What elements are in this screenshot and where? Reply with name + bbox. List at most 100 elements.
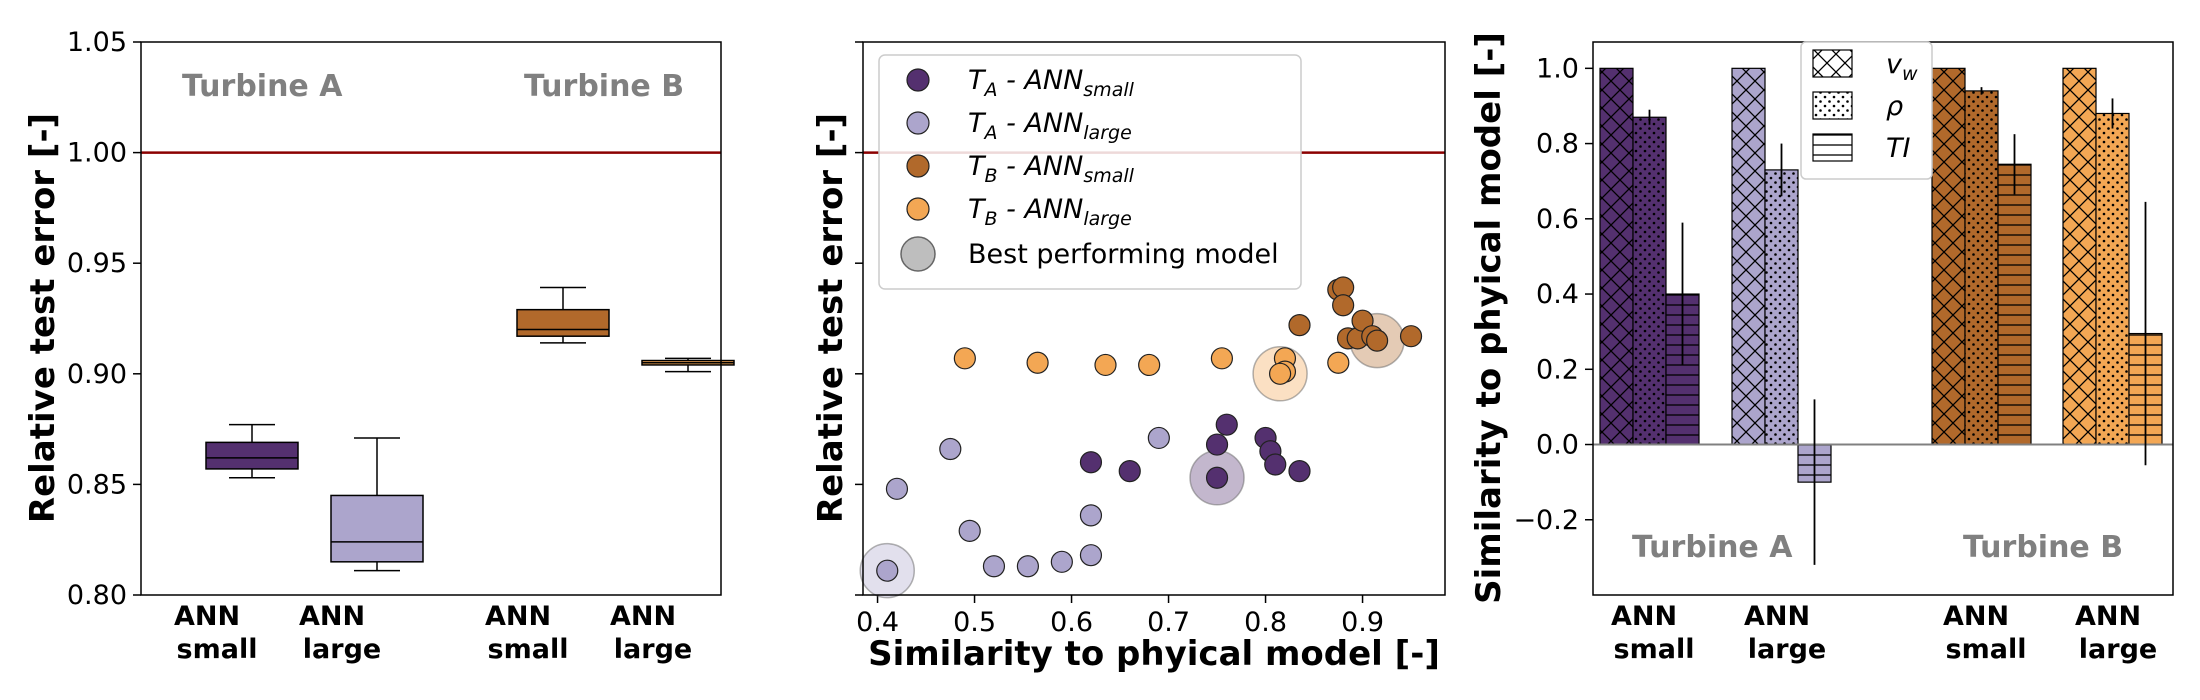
legend-marker <box>906 197 930 221</box>
data-point <box>939 437 962 461</box>
y-tick-label: 1.0 <box>1536 53 1579 84</box>
category-label: small <box>1614 634 1695 665</box>
x-tick-label: 0.9 <box>1341 607 1384 638</box>
category-label: ANN <box>485 601 551 632</box>
data-point <box>982 555 1006 578</box>
x-tick-label: 0.6 <box>1050 607 1093 638</box>
legend-label: TA - ANNlarge <box>968 108 1132 144</box>
category-label: large <box>614 634 692 665</box>
bar-hatch <box>1964 90 1999 446</box>
legend-entry: TI <box>1812 133 1910 164</box>
box-1 <box>330 437 424 572</box>
legend-marker <box>906 111 930 135</box>
legend-label: TA - ANNsmall <box>968 65 1135 101</box>
data-point <box>1147 426 1170 450</box>
legend: vw ρ TI <box>1800 41 1933 180</box>
y-tick-label: 1.00 <box>67 138 127 169</box>
category-label: ANN <box>610 601 676 632</box>
bar-rho-3 <box>2095 112 2130 446</box>
bar-hatch <box>1599 67 1634 446</box>
data-point <box>1365 329 1389 352</box>
data-point <box>1094 353 1117 377</box>
bar-hatch <box>1764 169 1799 446</box>
legend-label: ρ <box>1886 91 1903 122</box>
x-tick-label: 0.4 <box>856 607 899 638</box>
data-point <box>1016 555 1040 578</box>
data-point <box>1079 544 1103 567</box>
y-tick-label: 0.4 <box>1536 279 1579 310</box>
x-tick-label: 0.8 <box>1244 607 1287 638</box>
legend-entry: vw <box>1812 49 1918 85</box>
data-point <box>876 559 899 582</box>
box-2 <box>516 286 610 344</box>
box-3 <box>641 357 735 373</box>
legend-label: TB - ANNlarge <box>968 194 1132 230</box>
category-label: ANN <box>174 601 240 632</box>
legend-swatch-hatch <box>1812 91 1853 120</box>
group-label-turbine-b: Turbine B <box>524 69 684 104</box>
data-point <box>958 519 981 542</box>
category-label: ANN <box>1943 601 2009 632</box>
bar-hatch <box>2095 112 2130 446</box>
category-label: small <box>1946 634 2027 665</box>
y-tick-label: 0.95 <box>67 248 127 279</box>
legend-label: vw <box>1886 49 1918 85</box>
data-point <box>1264 453 1287 476</box>
bar-hatch <box>1731 67 1766 446</box>
y-tick-label: 0.8 <box>1536 129 1579 160</box>
bar-v_w-1 <box>1731 67 1766 446</box>
bar-TI-2 <box>1997 163 2032 446</box>
box <box>205 441 299 470</box>
data-point <box>885 477 909 500</box>
x-tick-label: 0.5 <box>953 607 996 638</box>
legend-marker <box>906 68 930 92</box>
x-tick-label: 0.7 <box>1147 607 1190 638</box>
legend-label: TB - ANNsmall <box>968 151 1135 187</box>
bar-v_w-0 <box>1599 67 1634 446</box>
legend-swatch-hatch <box>1812 49 1853 78</box>
bar-hatch <box>1931 67 1966 446</box>
bar-rho-2 <box>1964 90 1999 446</box>
legend-label: TI <box>1886 133 1910 164</box>
axes-frame <box>862 41 1446 596</box>
y-tick-label: 0.0 <box>1536 430 1579 461</box>
box-0 <box>205 423 299 479</box>
data-point <box>1079 504 1103 527</box>
y-tick-label: 0.2 <box>1536 354 1579 385</box>
bar-hatch <box>2062 67 2097 446</box>
y-tick-label: −0.2 <box>1513 505 1579 536</box>
data-point <box>1205 433 1229 456</box>
axes-frame <box>140 41 722 596</box>
data-point <box>1332 294 1355 317</box>
data-point <box>1210 347 1234 370</box>
legend-label: Best performing model <box>968 239 1279 270</box>
category-label: ANN <box>1611 601 1677 632</box>
data-point <box>1215 413 1238 436</box>
data-point <box>1288 314 1311 337</box>
bar-v_w-2 <box>1931 67 1966 446</box>
data-point <box>953 347 976 370</box>
y-axis-label: Relative test error [-] <box>23 113 63 523</box>
group-label-turbine-a: Turbine A <box>182 69 343 104</box>
category-label: large <box>1748 634 1826 665</box>
legend-entry: ρ <box>1812 91 1903 122</box>
data-point <box>1118 460 1141 483</box>
group-label-turbine-a: Turbine A <box>1632 530 1793 565</box>
box <box>516 308 610 337</box>
legend-marker-best <box>900 236 936 272</box>
legend-swatch-hatch <box>1812 133 1853 162</box>
bar-panel: −0.2 0.0 0.2 0.4 0.6 0.8 1.0 vw ρ TI Turbine A T… <box>1469 32 2174 665</box>
y-tick-label: 1.05 <box>67 27 127 58</box>
legend: TA - ANNsmall TA - ANNlarge TB - ANNsmall T… <box>878 54 1302 290</box>
data-point <box>1138 353 1161 377</box>
data-point <box>1288 460 1311 483</box>
data-point <box>1327 351 1350 374</box>
bar-hatch <box>1632 116 1667 446</box>
y-tick-label: 0.90 <box>67 359 127 390</box>
category-label: large <box>303 634 381 665</box>
x-axis-label: Similarity to phyical model [-] <box>868 634 1440 674</box>
boxplot-panel: 0.80 0.85 0.90 0.95 1.00 1.05 Turbine A Turbi… <box>23 27 735 665</box>
bar-rho-0 <box>1632 116 1667 446</box>
